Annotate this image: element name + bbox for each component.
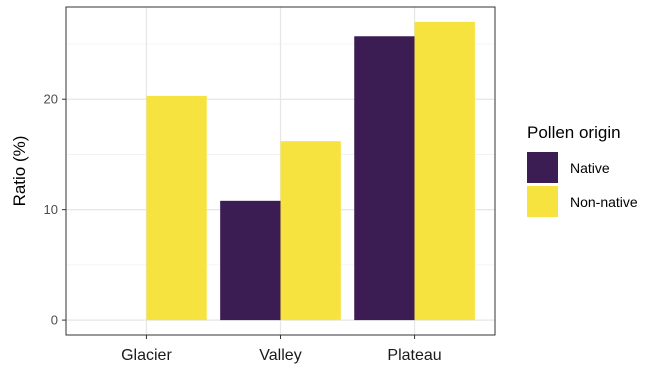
x-tick-label: Plateau xyxy=(387,347,441,364)
legend-key xyxy=(527,152,558,183)
y-tick-label: 10 xyxy=(44,202,58,217)
y-axis-title: Ratio (%) xyxy=(10,136,29,207)
bars xyxy=(146,21,475,321)
bar xyxy=(146,95,207,321)
legend-label: Native xyxy=(570,160,610,176)
y-axis: 0 10 20 xyxy=(44,92,66,328)
y-tick-label: 20 xyxy=(44,92,58,107)
legend-label: Non-native xyxy=(570,194,638,210)
x-axis: Glacier Valley Plateau xyxy=(121,335,442,364)
legend: Pollen origin Native Non-native xyxy=(527,123,638,217)
bar xyxy=(280,141,341,321)
bar xyxy=(354,36,415,321)
bar xyxy=(414,21,475,321)
x-tick-label: Glacier xyxy=(121,347,172,364)
y-tick-label: 0 xyxy=(51,313,58,328)
legend-key xyxy=(527,186,558,217)
legend-title: Pollen origin xyxy=(527,123,621,142)
x-tick-label: Valley xyxy=(259,347,301,364)
bar xyxy=(220,200,281,321)
